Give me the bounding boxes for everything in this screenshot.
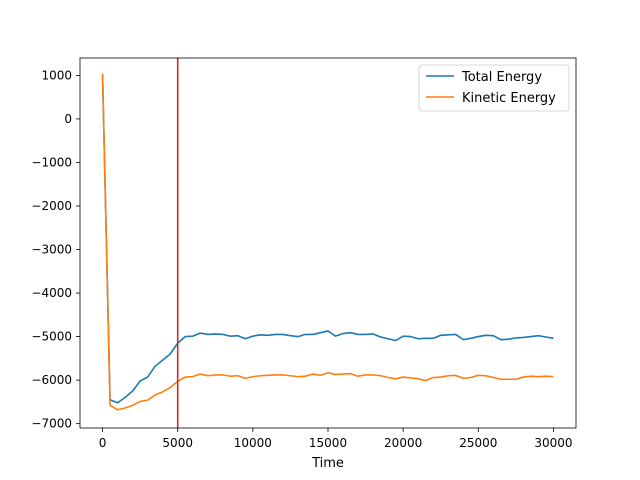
legend-box xyxy=(418,64,570,112)
y-tick-label: −1000 xyxy=(31,155,72,169)
x-tick-label: 20000 xyxy=(384,436,422,450)
series-line-kinetic-energy xyxy=(101,73,554,411)
y-tick-label: −3000 xyxy=(31,243,72,257)
y-tick-label: −6000 xyxy=(31,373,72,387)
legend-label-kinetic-energy: Kinetic Energy xyxy=(462,91,556,106)
x-tick-label: 25000 xyxy=(459,436,497,450)
y-tick-label: −5000 xyxy=(31,330,72,344)
plot-lines xyxy=(101,73,554,411)
x-tick-label: 5000 xyxy=(162,436,193,450)
x-axis-label: Time xyxy=(311,456,344,471)
y-tick-label: 0 xyxy=(64,112,72,126)
legend: Total Energy Kinetic Energy xyxy=(418,64,570,112)
y-axis-ticks: 1000 0 −1000 −2000 −3000 −4000 −5000 −6000 −7000 xyxy=(31,68,80,431)
y-tick-label: −4000 xyxy=(31,286,72,300)
y-tick-label: −2000 xyxy=(31,199,72,213)
x-axis-ticks: 0 5000 10000 15000 20000 25000 30000 xyxy=(99,428,573,450)
x-tick-label: 10000 xyxy=(234,436,272,450)
y-tick-label: −7000 xyxy=(31,417,72,431)
y-tick-label: 1000 xyxy=(41,68,72,82)
series-line-total-energy xyxy=(101,74,554,404)
x-tick-label: 0 xyxy=(99,436,107,450)
x-tick-label: 15000 xyxy=(309,436,347,450)
legend-label-total-energy: Total Energy xyxy=(461,70,542,85)
x-tick-label: 30000 xyxy=(534,436,572,450)
